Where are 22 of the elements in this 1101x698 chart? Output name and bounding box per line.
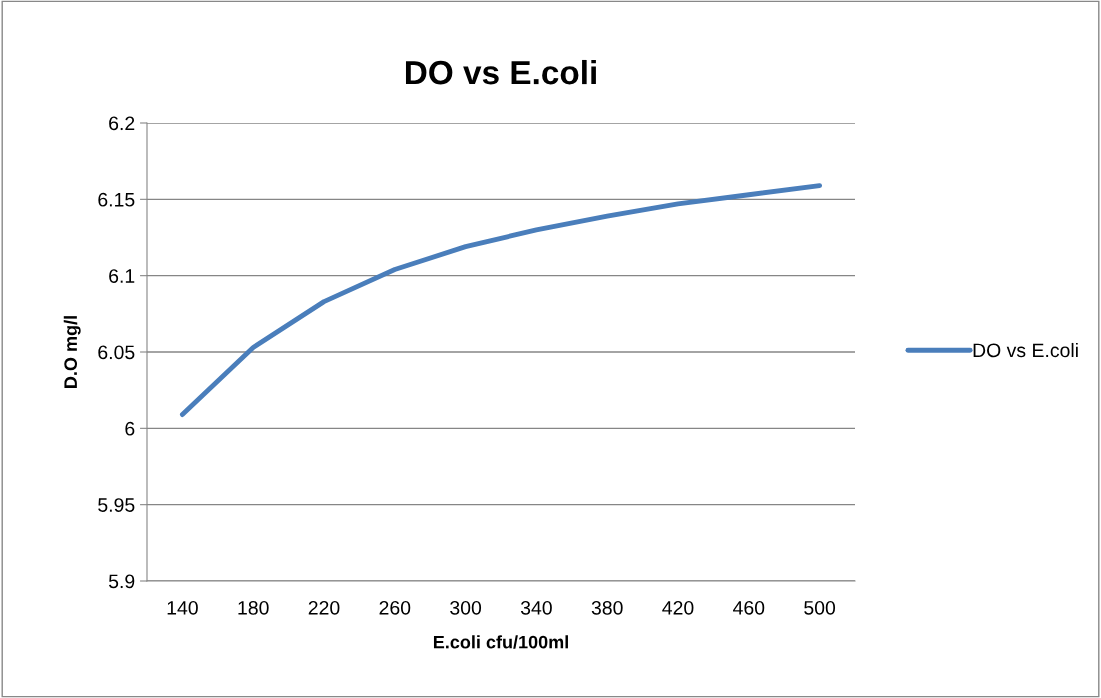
x-tick-label: 460 (733, 600, 765, 615)
y-tick-label: 6.1 (109, 269, 135, 283)
x-tick-label: 420 (662, 600, 694, 615)
y-axis-title: D.O mg/l (63, 316, 81, 388)
y-tick-label: 5.9 (108, 574, 135, 589)
x-tick-label: 220 (308, 600, 340, 615)
x-tick-label: 300 (450, 600, 482, 615)
x-axis-title: E.coli cfu/100ml (433, 635, 568, 649)
y-tick-label: 6.15 (98, 192, 135, 207)
x-tick-label: 140 (167, 600, 198, 615)
x-tick-label: 340 (520, 600, 552, 615)
x-tick-label: 260 (379, 600, 411, 615)
y-tick-label: 6 (125, 421, 135, 436)
x-tick-label: 380 (591, 600, 623, 615)
y-tick-label: 6.2 (109, 116, 135, 131)
chart-title: DO vs E.coli (405, 59, 596, 85)
x-tick-label: 180 (238, 600, 269, 615)
y-tick-label: 6.05 (98, 345, 135, 360)
y-tick-label: 5.95 (98, 498, 135, 512)
legend-label: DO vs E.coli (973, 342, 1078, 358)
line-series (179, 183, 823, 418)
x-tick-label: 500 (804, 600, 836, 615)
